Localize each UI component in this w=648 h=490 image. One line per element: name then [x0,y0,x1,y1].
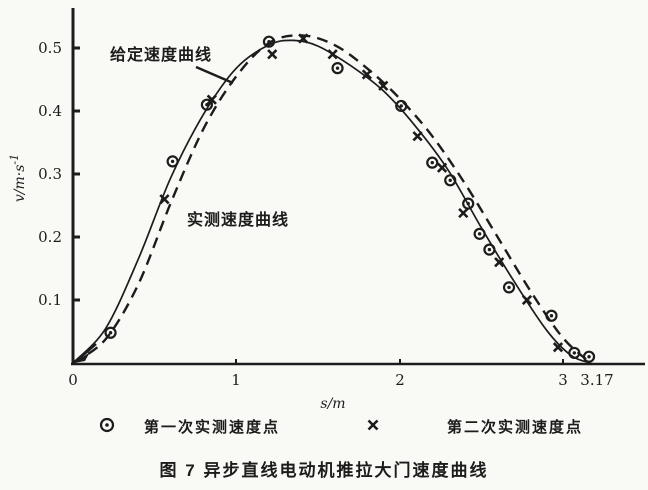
legend: 第一次实测速度点 第二次实测速度点 [0,413,648,447]
series-layer [72,33,596,364]
legend-label-second-run: 第二次实测速度点 [447,419,584,436]
series-given-curve [72,39,592,364]
y-tick-marks [73,46,80,302]
origin-arrow-icon [74,343,97,363]
annotation-leader-line [195,65,234,85]
y-axis-title: v/m·s-1 [8,154,28,202]
series-first-run-points [104,35,596,363]
circle-dot-marker-icon [99,417,115,433]
x-axis-title: s/m [320,396,345,412]
legend-item-first-run [98,416,116,434]
series-second-run-points [159,33,564,353]
figure-caption: 图 7 异步直线电动机推拉大门速度曲线 [159,461,489,480]
legend-label-first-run: 第一次实测速度点 [144,419,281,436]
series-measured-curve [72,34,592,364]
y-tick-label: 0.5 [38,39,62,57]
y-tick-label: 0.3 [38,165,62,183]
x-tick-label: 2 [395,371,405,389]
x-tick-label: 3 [558,371,568,389]
y-tick-label: 0.1 [38,291,62,309]
velocity-chart: 0.5 0.4 0.3 0.2 0.1 0 1 2 3 3.17 v/m·s-1… [8,8,645,412]
x-marker-icon [367,419,379,431]
y-tick-label: 0.2 [38,228,62,246]
legend-item-second-run [366,418,380,432]
x-tick-label: 3.17 [580,371,613,389]
y-tick-label: 0.4 [38,102,62,120]
x-tick-label: 1 [231,371,241,389]
measured-curve-annotation: 实测速度曲线 [187,210,289,229]
given-curve-annotation: 给定速度曲线 [110,45,212,64]
x-tick-marks [235,359,564,364]
x-tick-label: 0 [68,371,78,389]
